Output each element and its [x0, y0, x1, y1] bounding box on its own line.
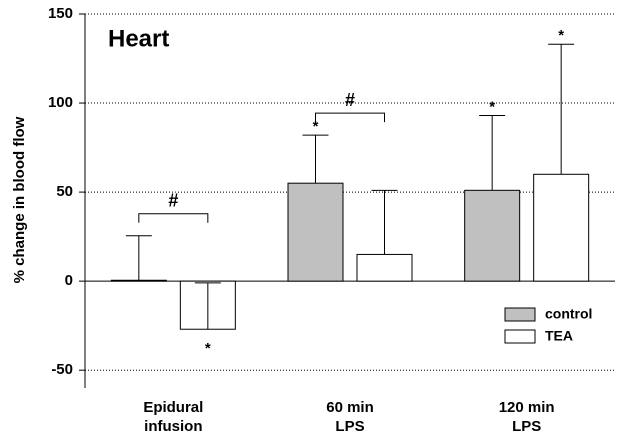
legend-label: TEA — [545, 328, 573, 344]
x-tick-label: Epidural infusion — [143, 399, 203, 435]
bar — [287, 182, 344, 282]
y-axis-label: % change in blood flow — [11, 116, 28, 283]
chart-title: Heart — [108, 25, 169, 52]
comparison-bracket — [138, 213, 209, 223]
legend-swatch — [504, 329, 536, 344]
y-tick-label: 50 — [56, 183, 73, 200]
significance-asterisk: * — [205, 340, 211, 357]
bar — [533, 173, 590, 282]
y-tick-label: 100 — [48, 94, 73, 111]
significance-asterisk: * — [489, 98, 495, 115]
x-tick-label: 60 min LPS — [326, 399, 374, 435]
y-tick-label: 0 — [65, 272, 73, 289]
y-tick-label: 150 — [48, 5, 73, 22]
comparison-label: # — [168, 190, 178, 210]
y-tick-label: -50 — [51, 361, 73, 378]
bar — [356, 253, 413, 282]
comparison-bracket — [315, 112, 385, 123]
comparison-label: # — [345, 90, 355, 110]
legend-label: control — [545, 306, 592, 322]
significance-asterisk: * — [313, 118, 319, 135]
bar — [110, 279, 167, 282]
x-tick-label: 120 min LPS — [499, 399, 555, 435]
significance-asterisk: * — [558, 27, 564, 44]
legend-swatch — [504, 307, 536, 322]
bar — [464, 189, 521, 282]
